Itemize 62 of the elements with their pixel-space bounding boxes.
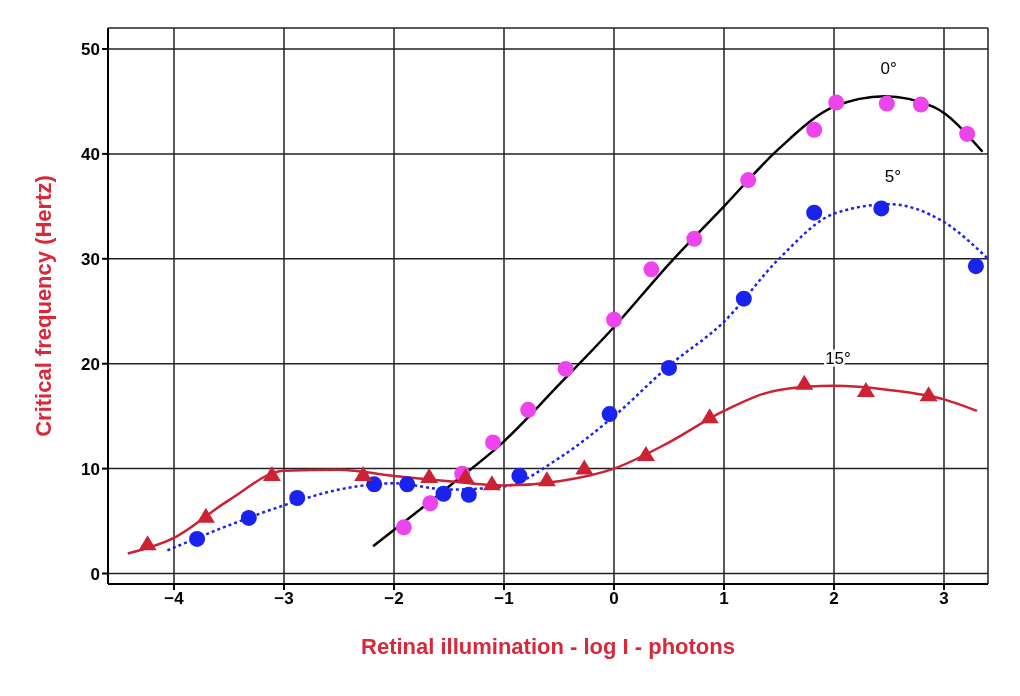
point [686, 230, 703, 247]
point [511, 467, 528, 484]
point [422, 495, 439, 512]
point [873, 200, 890, 217]
point [919, 386, 938, 402]
point [435, 485, 452, 502]
point [240, 509, 257, 526]
point [575, 459, 594, 475]
y-tick-label: 20 [81, 354, 100, 374]
point [795, 374, 814, 390]
point [856, 381, 875, 397]
point [735, 290, 752, 307]
point [700, 408, 719, 424]
point [828, 94, 845, 111]
x-tick-label: 0 [609, 589, 619, 609]
point [289, 489, 306, 506]
point [485, 434, 501, 451]
x-axis-title: Retinal illumination - log I - photons [361, 634, 735, 659]
point [460, 486, 477, 503]
point [520, 401, 537, 418]
point [189, 530, 206, 547]
x-tick-label: −3 [274, 589, 294, 609]
x-tick-label: 1 [719, 589, 729, 609]
point [395, 519, 412, 536]
series-label: 5° [884, 167, 902, 187]
line-series [371, 94, 984, 548]
point [456, 468, 475, 483]
y-axis-title: Critical frequency (Hertz) [30, 175, 56, 437]
x-tick-label: 2 [829, 589, 839, 609]
point [959, 125, 976, 142]
point [643, 261, 660, 278]
point [399, 476, 416, 493]
point [967, 258, 984, 275]
x-tick-label: −2 [384, 589, 404, 609]
point [138, 535, 157, 551]
point [262, 465, 281, 481]
point [482, 475, 501, 491]
point [661, 359, 677, 376]
point [878, 95, 895, 112]
point [806, 204, 823, 221]
point [420, 468, 439, 483]
y-tick-label: 50 [81, 40, 100, 60]
point [366, 476, 383, 493]
point [740, 172, 757, 189]
y-tick-label: 0 [90, 564, 100, 584]
point [354, 465, 373, 481]
point [601, 406, 618, 423]
x-tick-label: −4 [164, 589, 185, 609]
x-tick-label: 3 [939, 589, 949, 609]
line-series [166, 202, 988, 552]
point [636, 445, 655, 461]
point [606, 311, 622, 328]
y-tick-label: 40 [81, 144, 100, 164]
point [912, 96, 929, 113]
y-tick-label: 30 [81, 249, 100, 269]
point [806, 121, 823, 138]
point [196, 507, 215, 523]
point [537, 471, 556, 487]
x-tick-label: −1 [494, 589, 514, 609]
y-tick-label: 10 [81, 459, 100, 479]
point [557, 360, 574, 377]
series-label: 0° [880, 59, 897, 79]
